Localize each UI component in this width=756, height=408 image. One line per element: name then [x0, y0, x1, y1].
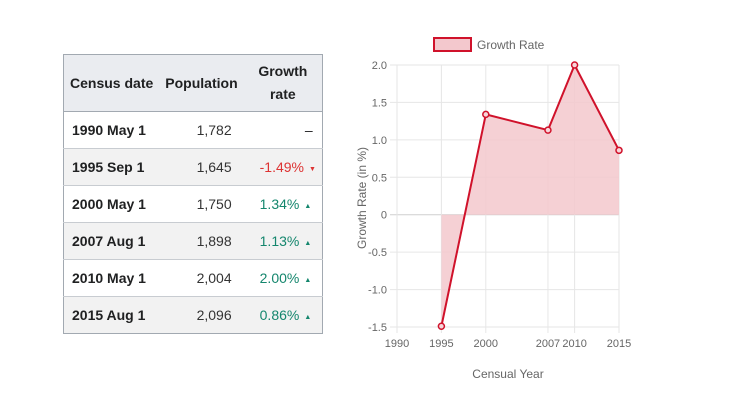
- series-area-fill: [441, 65, 619, 327]
- triangle-down-icon: ▼: [309, 166, 316, 173]
- growth-rate-cell: –: [243, 111, 323, 149]
- triangle-up-icon: ▲: [304, 314, 312, 321]
- y-tick-label: -1.5: [368, 322, 387, 334]
- data-point: [570, 61, 579, 69]
- population-cell: 1,898: [159, 222, 244, 260]
- header-growth-rate-line1: Growth: [258, 63, 308, 79]
- growth-rate-value: 2.00%: [259, 270, 300, 286]
- x-tick-label: 1990: [385, 338, 409, 350]
- header-growth-rate: Growth rate: [243, 54, 323, 112]
- growth-rate-value: 1.13%: [259, 233, 300, 249]
- x-tick-label: 2000: [474, 338, 498, 350]
- y-axis-title: Growth Rate (in %): [355, 147, 369, 249]
- population-cell: 1,782: [159, 111, 244, 149]
- growth-rate-cell: 1.13% ▲: [243, 222, 323, 260]
- census-date-cell: 2010 May 1: [63, 259, 160, 297]
- y-tick-label: -1.0: [368, 285, 387, 297]
- table-row: 2015 Aug 1 2,096 0.86% ▲: [63, 296, 323, 334]
- x-tick-label: 2015: [607, 338, 631, 350]
- table-row: 1995 Sep 1 1,645 -1.49% ▼: [63, 148, 323, 186]
- data-point: [482, 110, 490, 119]
- table-row: 2007 Aug 1 1,898 1.13% ▲: [63, 222, 323, 260]
- census-table: Census date Population Growth rate 1990 …: [63, 54, 323, 334]
- census-date-cell: 1990 May 1: [63, 111, 160, 149]
- legend-label: Growth Rate: [477, 38, 545, 52]
- census-date-cell: 1995 Sep 1: [63, 148, 160, 186]
- census-date-cell: 2015 Aug 1: [63, 296, 160, 334]
- x-tick-label: 2007: [536, 338, 560, 350]
- y-tick-label: 0: [381, 210, 387, 222]
- x-axis-title: Censual Year: [472, 367, 543, 381]
- x-tick-label: 2010: [562, 338, 586, 350]
- header-growth-rate-line2: rate: [269, 86, 296, 102]
- growth-rate-value: –: [304, 122, 313, 138]
- population-cell: 2,096: [159, 296, 244, 334]
- growth-rate-value: -1.49%: [259, 159, 304, 175]
- data-point: [544, 126, 552, 134]
- population-cell: 1,750: [159, 185, 244, 223]
- y-tick-label: 1.5: [372, 97, 387, 109]
- growth-rate-cell: 0.86% ▲: [243, 296, 323, 334]
- triangle-up-icon: ▲: [304, 203, 312, 210]
- x-tick-label: 1995: [429, 338, 453, 350]
- growth-rate-cell: 1.34% ▲: [243, 185, 323, 223]
- y-tick-label: -0.5: [368, 247, 387, 259]
- population-cell: 2,004: [159, 259, 244, 297]
- growth-rate-value: 1.34%: [259, 196, 300, 212]
- header-census-date: Census date: [63, 54, 160, 112]
- triangle-up-icon: ▲: [304, 240, 312, 247]
- table-row: 2000 May 1 1,750 1.34% ▲: [63, 185, 323, 223]
- data-point: [615, 146, 623, 155]
- growth-rate-cell: 2.00% ▲: [243, 259, 323, 297]
- population-cell: 1,645: [159, 148, 244, 186]
- census-date-cell: 2007 Aug 1: [63, 222, 160, 260]
- table-row: 2010 May 1 2,004 2.00% ▲: [63, 259, 323, 297]
- y-tick-label: 0.5: [372, 172, 387, 184]
- y-tick-label: 1.0: [372, 135, 387, 147]
- data-point: [437, 322, 446, 331]
- table-row: 1990 May 1 1,782 –: [63, 111, 323, 149]
- growth-rate-value: 0.86%: [259, 307, 300, 323]
- census-date-cell: 2000 May 1: [63, 185, 160, 223]
- growth-rate-cell: -1.49% ▼: [243, 148, 323, 186]
- legend-swatch: [433, 37, 472, 52]
- triangle-up-icon: ▲: [304, 277, 312, 284]
- y-tick-label: 2.0: [372, 60, 387, 72]
